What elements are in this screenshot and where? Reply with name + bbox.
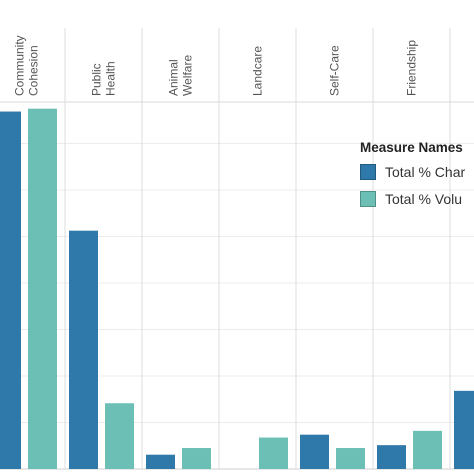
bar-community-cohesion-series-2[interactable]	[28, 108, 57, 469]
bar-friendship-series-1[interactable]	[377, 445, 406, 469]
category-label-landcare: Landcare	[251, 46, 265, 96]
category-header: CommunityCohesion PublicHealth AnimalWelfa…	[13, 35, 419, 96]
category-label-public-health: PublicHealth	[90, 61, 118, 96]
bar-self-care-series-2[interactable]	[336, 448, 365, 469]
bars	[0, 108, 474, 469]
legend-title: Measure Names	[360, 140, 463, 155]
legend-swatch-series-2	[360, 191, 376, 207]
legend-swatch-series-1	[360, 164, 376, 180]
category-label-friendship: Friendship	[405, 40, 419, 96]
legend-item-series-2[interactable]: Total % Volu	[360, 189, 474, 209]
legend-label-series-1: Total % Char	[385, 164, 466, 180]
bar-public-health-series-2[interactable]	[105, 403, 134, 469]
bar-self-care-series-1[interactable]	[300, 434, 329, 469]
bar-animal-welfare-series-2[interactable]	[182, 448, 211, 469]
bar-friendship-series-2[interactable]	[413, 430, 442, 469]
bar-public-health-series-1[interactable]	[69, 230, 98, 469]
bar-community-cohesion-series-1[interactable]	[0, 111, 21, 469]
legend-item-series-1[interactable]: Total % Char	[360, 162, 474, 182]
legend: Measure Names Total % Char Total % Volu	[360, 140, 474, 216]
category-label-community-cohesion: CommunityCohesion	[13, 35, 41, 96]
bar-animal-welfare-series-1[interactable]	[146, 454, 175, 469]
legend-label-series-2: Total % Volu	[385, 191, 463, 207]
bar-landcare-series-2[interactable]	[259, 437, 288, 469]
gridlines	[0, 28, 474, 470]
bar-unclear-series-1[interactable]	[454, 390, 474, 469]
category-label-animal-welfare: AnimalWelfare	[167, 55, 195, 96]
category-label-self-care: Self-Care	[328, 45, 342, 96]
